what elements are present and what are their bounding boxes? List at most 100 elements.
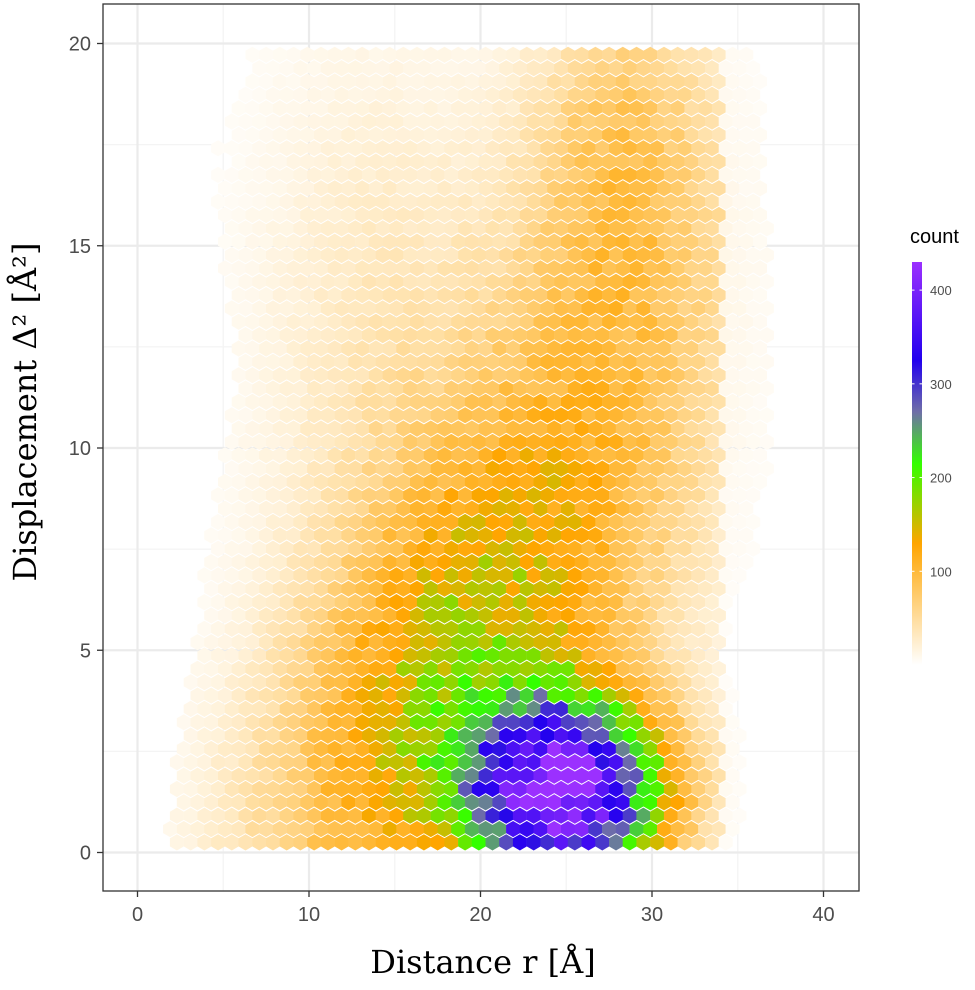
hex-bin [314,180,328,197]
hex-bin [629,100,644,117]
hex-bin [492,126,507,143]
hex-bin [753,287,767,304]
hex-bin [327,740,342,757]
hex-bin [581,647,596,664]
hex-bin [197,780,212,798]
hex-bin [519,313,534,330]
hex-bin [711,554,726,571]
hex-bin [554,567,569,584]
hex-bin [334,807,349,824]
hex-bin [602,634,617,651]
hex-bin [272,447,287,464]
hex-bin [609,380,623,397]
hex-bin [705,834,719,851]
hex-bin [314,73,328,90]
hex-bin [691,834,706,851]
hex-bin [663,86,678,103]
hex-bin [396,714,411,731]
hex-bin [437,46,452,63]
hex-bin [327,313,342,330]
hex-bin [540,460,555,477]
hex-bin [561,340,575,357]
hex-bin [218,447,232,464]
hex-bin [636,433,651,450]
hex-bin [444,327,459,344]
hex-bin [691,594,706,611]
hex-bin [259,260,274,277]
hex-bin [602,660,617,677]
hex-bin [478,500,493,517]
hex-bin [663,193,678,210]
hex-bin [293,513,308,531]
hex-bin [499,433,514,450]
hex-bin [670,46,685,63]
hex-bin [663,834,678,851]
hex-bin [581,620,596,637]
hex-bin [629,73,644,90]
hex-bin [375,460,390,477]
hex-bin [581,674,596,691]
hex-bin [423,233,438,250]
hex-bin [519,73,534,90]
hex-bin [334,727,349,744]
hex-bin [341,340,356,357]
hex-bin [238,567,253,584]
hex-bin [272,313,287,330]
hex-bin [636,407,651,424]
hex-bin [334,86,349,103]
hex-bin [657,420,671,437]
hex-bin [368,740,383,757]
hex-bin [650,220,665,237]
hex-bin [657,740,671,757]
hex-bin [718,567,733,584]
hex-bin [499,807,514,824]
hex-bin [478,46,493,63]
hex-bin [519,100,534,117]
hex-bin [526,487,541,504]
hex-bin [218,500,232,517]
hex-bin [643,287,658,304]
hex-bin [519,260,534,277]
hex-bin [259,46,274,63]
hex-bin [533,634,548,651]
hex-bin [451,73,466,90]
hex-bin [266,674,280,691]
hex-bin [636,620,651,637]
hex-bin [499,407,514,424]
hex-bin [499,674,514,691]
hex-bin [320,327,335,344]
hex-bin [437,554,452,571]
hex-bin [471,273,486,290]
hex-bin [458,834,473,851]
hex-bin [458,780,473,798]
hex-bin [643,73,658,90]
hex-bin [430,700,445,717]
hex-bin [355,180,370,197]
hex-bin [629,607,644,624]
x-tick-label: 30 [641,904,663,926]
hex-bin [259,714,274,731]
hex-bin [458,460,473,477]
hex-bin [320,113,335,130]
hex-bin [492,714,507,731]
hex-bin [691,433,706,450]
hex-bin [698,287,713,304]
hex-bin [602,580,617,597]
hex-bin [348,247,363,264]
hex-bin [602,554,617,571]
hex-bin [657,607,671,624]
hex-bin [677,140,692,157]
hex-bin [478,740,493,757]
hex-bin [718,247,733,264]
hex-bin [643,340,658,357]
hex-bin [725,313,740,330]
hex-bin [705,700,719,717]
hex-bin [533,767,548,784]
hex-bin [334,460,349,477]
hex-bin [615,340,630,357]
hex-bin [512,193,527,210]
hex-bin [437,420,452,437]
hex-bin [444,780,459,798]
hex-bin [684,527,699,544]
hex-bin [197,700,212,717]
